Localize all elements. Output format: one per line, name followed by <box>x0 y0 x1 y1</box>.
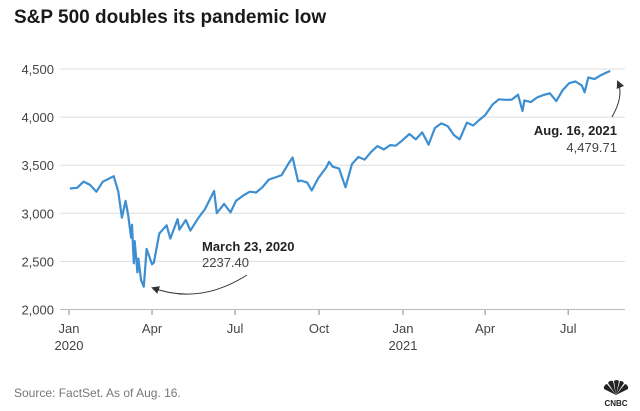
y-tick-label: 3,500 <box>21 158 54 173</box>
annotation-high-arrow <box>611 80 625 118</box>
annotation-low-date: March 23, 2020 <box>202 239 295 254</box>
cnbc-logo: CNBC <box>603 380 629 408</box>
svg-text:CNBC: CNBC <box>604 399 627 408</box>
x-tick-label: Jan <box>393 321 414 336</box>
price-line <box>69 69 611 288</box>
x-tick-label: Oct <box>309 321 330 336</box>
x-tick-label: Apr <box>142 321 163 336</box>
x-tick-year-label: 2021 <box>389 338 418 353</box>
y-tick-label: 2,000 <box>21 303 54 318</box>
y-tick-label: 2,500 <box>21 254 54 269</box>
y-tick-label: 4,000 <box>21 110 54 125</box>
x-tick-label: Apr <box>475 321 496 336</box>
annotation-high-value: 4,479.71 <box>566 140 617 155</box>
y-tick-label: 4,500 <box>21 62 54 77</box>
annotation-low-value: 2237.40 <box>202 255 249 270</box>
chart-title: S&P 500 doubles its pandemic low <box>14 7 327 28</box>
annotation-low-arrow <box>151 274 248 295</box>
x-tick-label: Jan <box>59 321 80 336</box>
x-tick-label: Jul <box>227 321 244 336</box>
y-tick-label: 3,000 <box>21 206 54 221</box>
annotation-high-date: Aug. 16, 2021 <box>534 123 617 138</box>
source-note: Source: FactSet. As of Aug. 16. <box>14 386 181 400</box>
x-tick-label: Jul <box>560 321 577 336</box>
x-tick-year-label: 2020 <box>55 338 84 353</box>
